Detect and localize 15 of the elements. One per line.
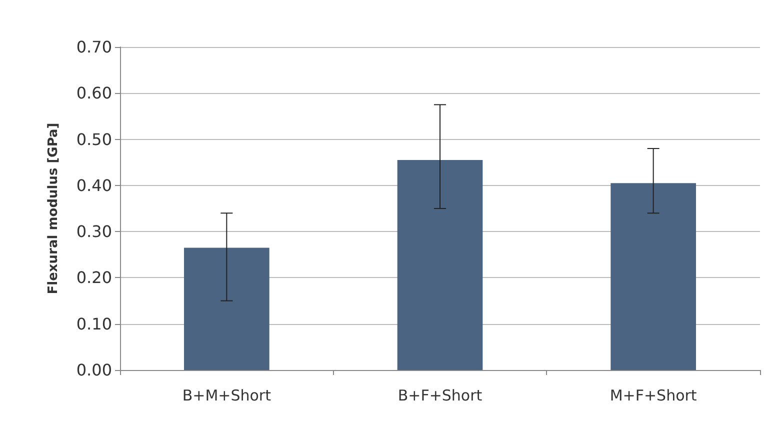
bar [397, 160, 483, 370]
y-tick-label: 0.10 [76, 314, 112, 334]
x-tick-label: M+F+Short [610, 386, 697, 404]
y-tick-label: 0.40 [76, 176, 112, 195]
y-tick-label: 0.30 [76, 222, 112, 242]
y-tick-label: 0.60 [76, 84, 112, 103]
y-tick-label: 0.70 [76, 38, 112, 56]
y-tick-label: 0.50 [76, 130, 112, 149]
x-tick-label: B+F+Short [398, 386, 482, 404]
y-tick-label: 0.20 [76, 268, 112, 288]
bar [610, 183, 696, 370]
bar [184, 248, 270, 370]
y-tick-label: 0.00 [76, 360, 112, 380]
x-tick-label: B+M+Short [182, 386, 272, 404]
y-axis-title: Flexural modulus [GPa] [46, 122, 61, 294]
